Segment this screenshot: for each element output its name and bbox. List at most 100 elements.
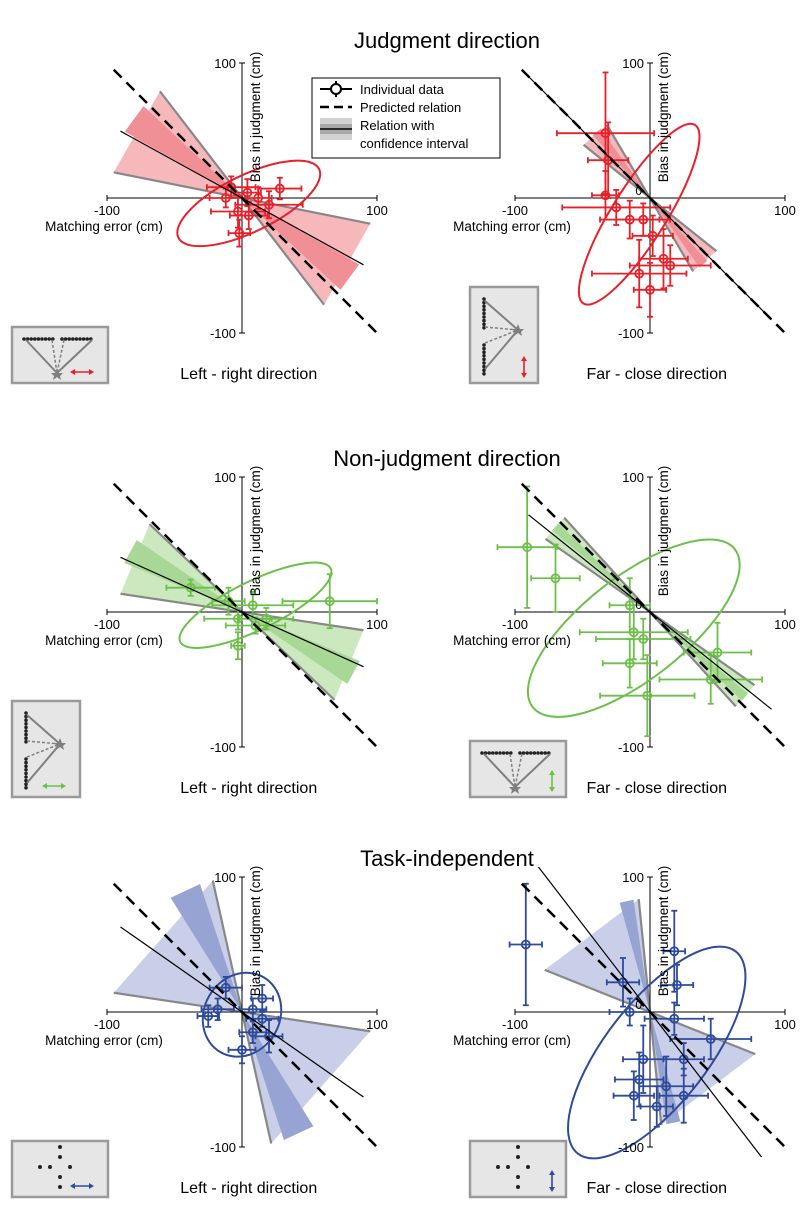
inset-dot [58,1185,62,1189]
point-marker [678,1090,689,1101]
inset-dot [24,771,28,776]
x-tick-label: 100 [366,617,388,632]
data-point [227,1035,257,1065]
inset-dot [85,337,89,341]
y-tick-label: -100 [618,740,644,755]
confidence-band-inner [124,540,242,612]
point-marker [611,202,622,213]
inset-dot [24,760,28,765]
panel-caption: Left - right direction [180,780,317,797]
inset-star [54,738,66,750]
y-tick-label: 100 [622,56,644,71]
y-axis-label: Bias in judgment (cm) [248,866,263,997]
inset-dot [24,782,28,786]
data-point [227,218,252,248]
data-point [659,963,695,1007]
data-point [595,617,692,661]
point-marker [247,1004,258,1015]
inset-dot [24,718,28,722]
inset-dot [24,725,28,730]
inset-dot [482,297,486,301]
data-point [628,244,712,287]
fitted-relation-line [120,130,364,266]
inset-ray [56,339,65,374]
point-marker [203,1011,214,1021]
inset-dot [516,1175,520,1179]
point-marker [233,640,243,651]
x-tick-label: -100 [502,1017,528,1032]
inset-dot [58,1145,62,1149]
inset-ray [26,714,61,745]
inset-dot [24,757,28,761]
predicted-relation-line [112,68,378,334]
x-axis-label: Matching error (cm) [453,633,571,648]
point-marker [250,620,261,631]
inset-dot [29,337,33,341]
inset-dot [24,732,28,737]
inset-ray [56,339,93,374]
inset-dot [509,751,513,755]
inset-dot [24,768,28,772]
y-axis-label: Bias in judgment (cm) [248,52,263,183]
panel-caption: Left - right direction [180,1180,317,1197]
data-point [228,201,269,230]
data-point [605,957,641,1008]
x-axis-label: Matching error (cm) [453,1033,571,1048]
point-marker [628,1090,639,1101]
inset-ray [26,743,61,784]
inset-dot [543,751,547,755]
inset-arrow-head [70,369,75,375]
inset-dot [506,1165,510,1169]
data-point [608,997,651,1027]
y-tick-label: -100 [618,326,644,341]
inset-arrow-head [42,783,47,789]
point-marker [226,182,237,193]
data-point [682,621,753,684]
predicted-relation-line [112,482,378,748]
confidence-band-inner [242,612,360,684]
origin-label: 0 [635,598,642,612]
inset-dot [482,357,486,362]
x-axis-label: Matching error (cm) [45,1033,163,1048]
y-tick-label: 100 [214,56,236,71]
inset-ray [25,339,58,374]
inset-star [512,324,524,336]
inset-arrow-head [521,356,527,361]
inset-dot [529,751,533,755]
inset-dot [60,337,64,341]
inset-ray [51,339,58,374]
y-tick-label: -100 [210,1140,236,1155]
x-tick-label: 100 [366,203,388,218]
point-marker [522,542,533,553]
inset-dot [498,751,502,755]
point-marker [638,214,649,225]
panel-caption: Far - close direction [587,780,728,797]
panel-5: -100 100 100 -100 0 Matching error (cm) Bias i… [453,866,796,1199]
x-tick-label: 100 [774,203,796,218]
inset-star [509,782,521,794]
point-marker [658,253,669,264]
legend-relation-label-2: confidence interval [360,136,469,151]
inset-dot [482,350,486,355]
data-point [508,882,543,1007]
point-marker [642,690,653,701]
inset-dot [480,751,484,755]
data-point [530,543,581,613]
inset-dot [67,337,71,341]
inset-dot [24,764,28,768]
point-marker [600,190,611,201]
inset-dot [24,722,28,726]
y-tick-label: 100 [214,870,236,885]
inset-arrow-head [549,1187,555,1192]
confidence-band-inner [650,198,708,268]
x-axis-label: Matching error (cm) [45,219,163,234]
y-tick-label: -100 [210,326,236,341]
origin-label: 0 [635,998,642,1012]
inset-dot [516,1155,520,1159]
inset-dot [78,337,82,341]
fitted-relation-line [120,926,364,1098]
inset-dot [482,346,486,351]
point-marker [220,982,231,993]
data-point [257,176,303,201]
confidence-band-inner [619,899,650,1012]
